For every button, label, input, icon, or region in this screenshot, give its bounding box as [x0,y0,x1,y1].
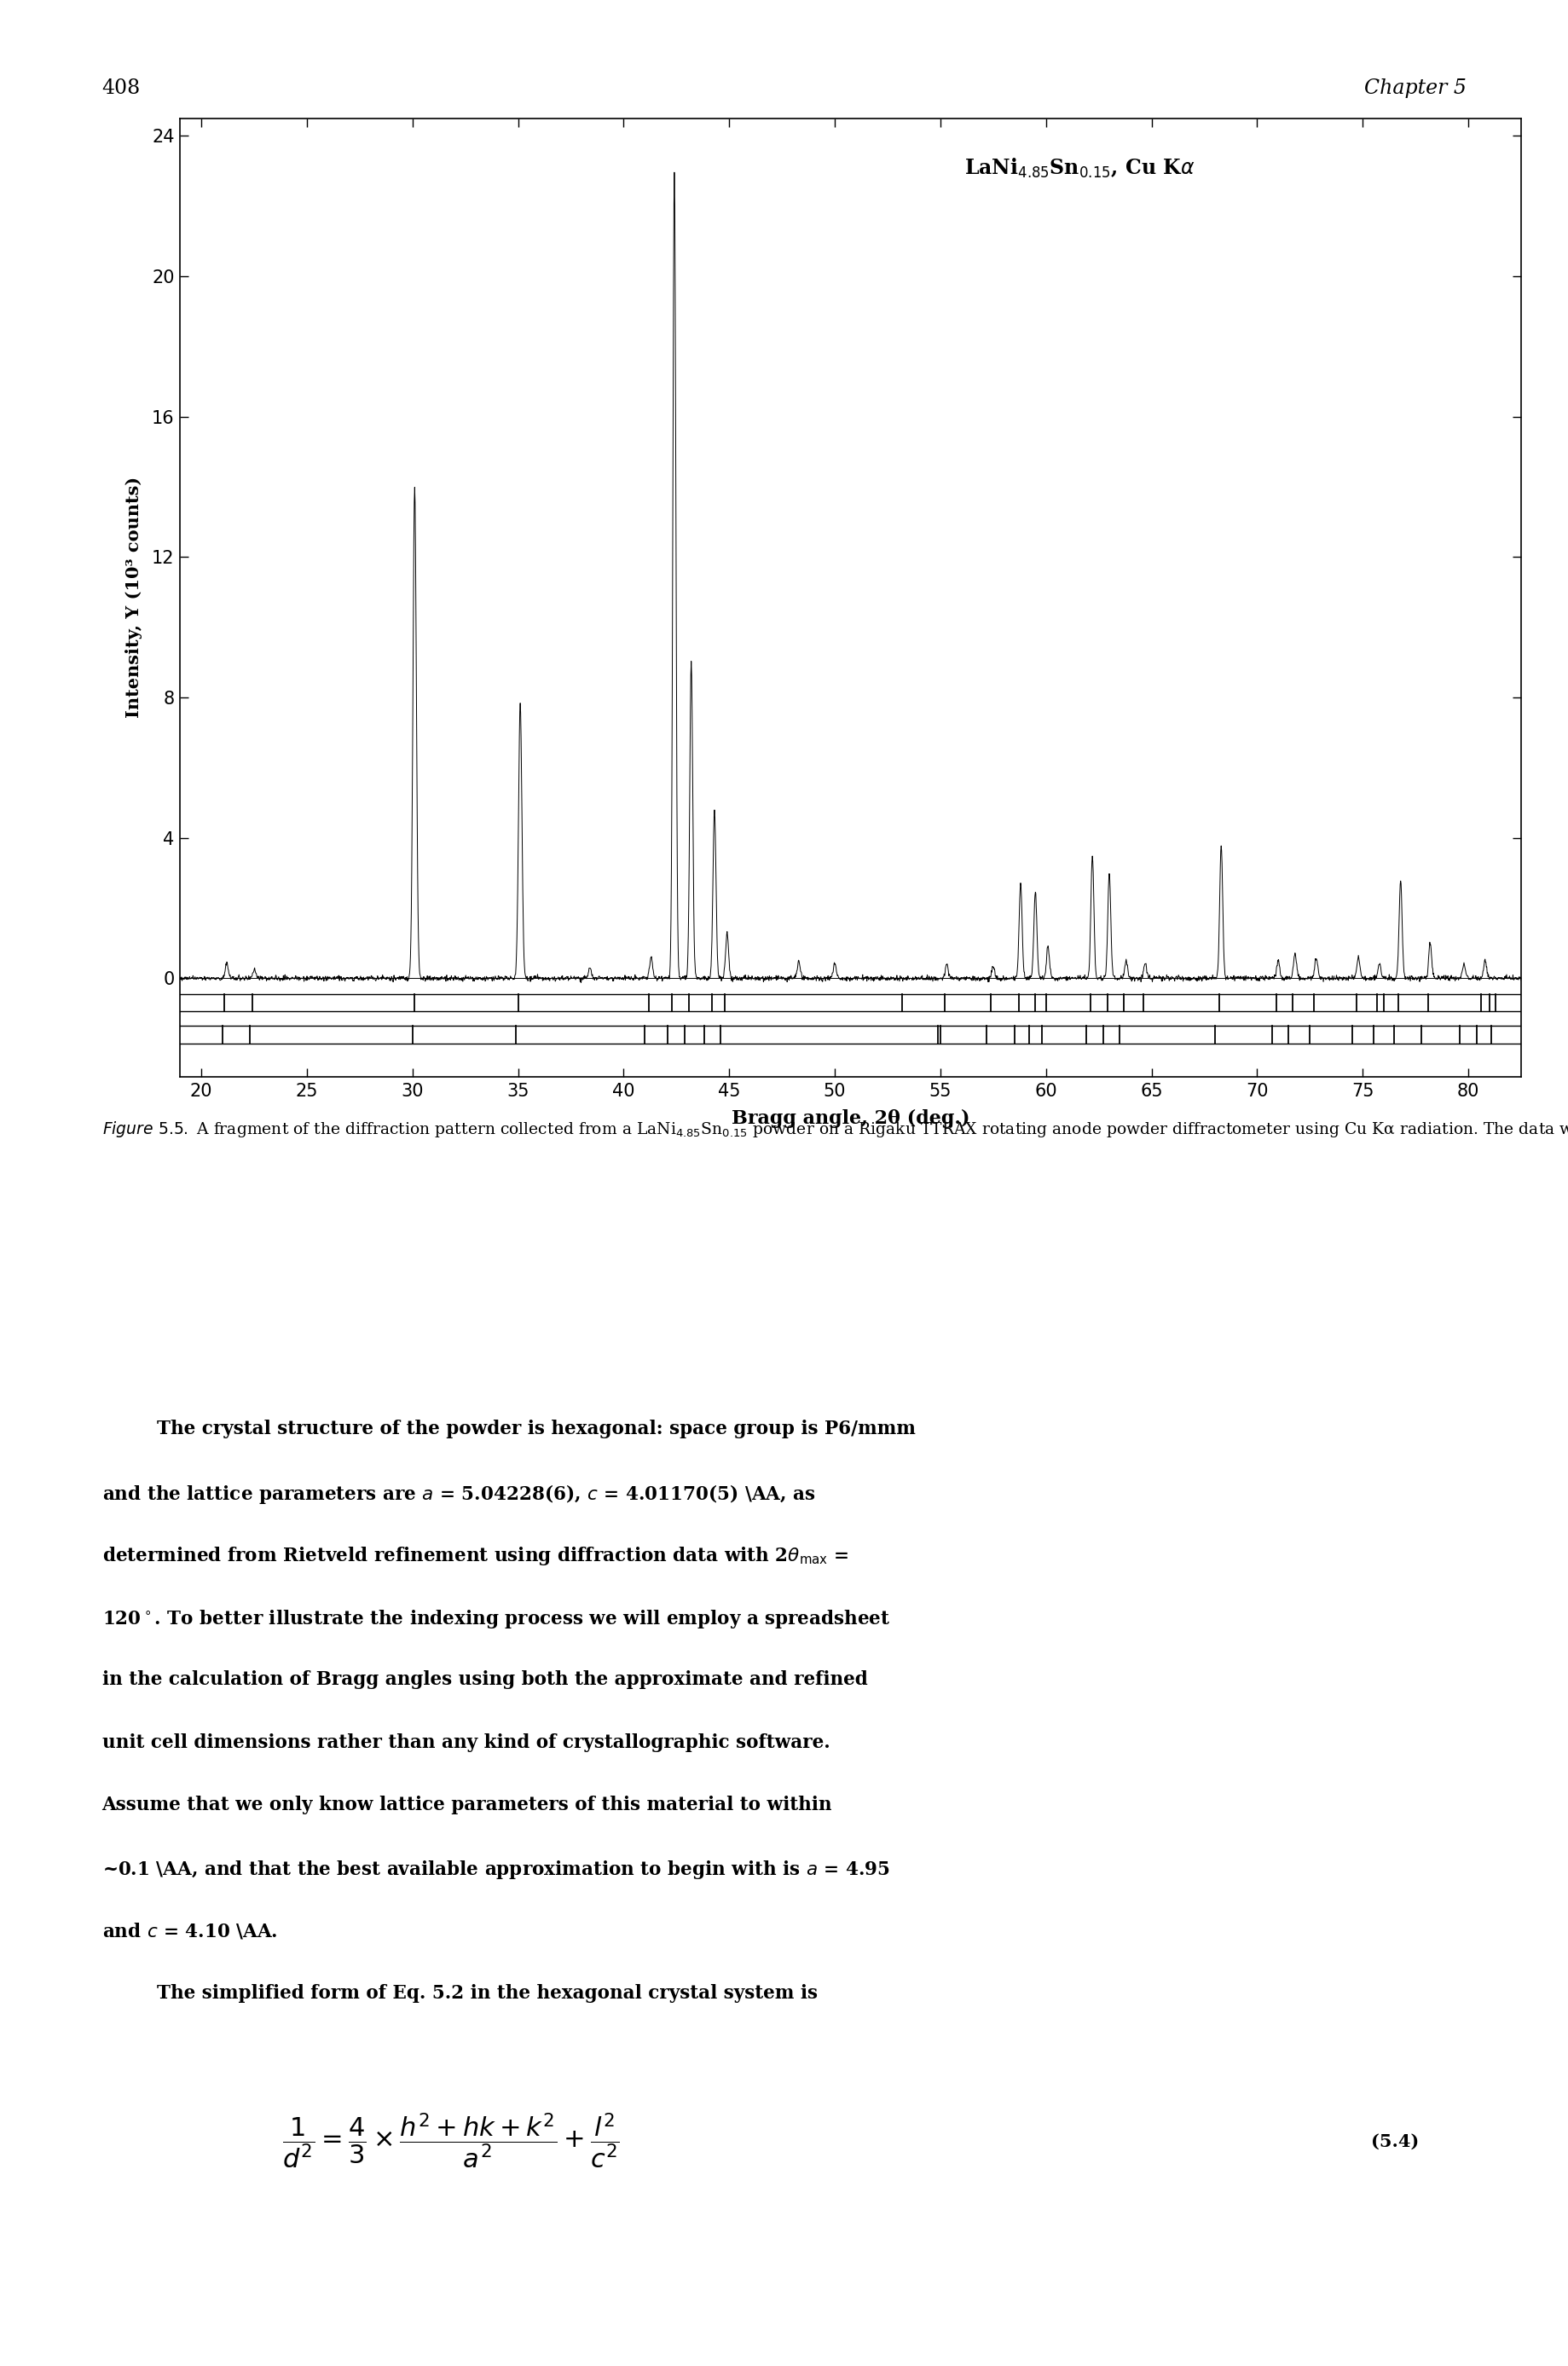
Text: unit cell dimensions rather than any kind of crystallographic software.: unit cell dimensions rather than any kin… [102,1732,829,1751]
Y-axis label: Intensity, Y (10³ counts): Intensity, Y (10³ counts) [125,476,143,719]
Text: $\dfrac{1}{d^2} = \dfrac{4}{3} \times \dfrac{h^2 + hk + k^2}{a^2} + \dfrac{l^2}{: $\dfrac{1}{d^2} = \dfrac{4}{3} \times \d… [282,2113,619,2170]
Text: and the lattice parameters are $a$ = 5.04228(6), $c$ = 4.01170(5) \AA, as: and the lattice parameters are $a$ = 5.0… [102,1481,815,1505]
Text: Chapter 5: Chapter 5 [1364,78,1466,97]
Text: ~0.1 \AA, and that the best available approximation to begin with is $a$ = 4.95: ~0.1 \AA, and that the best available ap… [102,1860,889,1881]
Text: (5.4): (5.4) [1370,2132,1419,2151]
Text: LaNi$_{4.85}$Sn$_{0.15}$, Cu K$\alpha$: LaNi$_{4.85}$Sn$_{0.15}$, Cu K$\alpha$ [964,156,1195,180]
Text: The crystal structure of the powder is hexagonal: space group is P6/mmm: The crystal structure of the powder is h… [157,1420,916,1439]
Text: 120$^\circ$. To better illustrate the indexing process we will employ a spreadsh: 120$^\circ$. To better illustrate the in… [102,1609,891,1630]
Text: $\it{Figure\ 5.5.}$ A fragment of the diffraction pattern collected from a LaNi$: $\it{Figure\ 5.5.}$ A fragment of the di… [102,1119,1568,1138]
Text: 408: 408 [102,78,141,97]
Text: and $c$ = 4.10 \AA.: and $c$ = 4.10 \AA. [102,1921,278,1940]
Text: determined from Rietveld refinement using diffraction data with 2$\theta_{\rm ma: determined from Rietveld refinement usin… [102,1545,848,1566]
Text: in the calculation of Bragg angles using both the approximate and refined: in the calculation of Bragg angles using… [102,1670,867,1689]
X-axis label: Bragg angle, 2θ (deg.): Bragg angle, 2θ (deg.) [732,1110,969,1129]
Text: The simplified form of Eq. 5.2 in the hexagonal crystal system is: The simplified form of Eq. 5.2 in the he… [157,1983,817,2002]
Text: Assume that we only know lattice parameters of this material to within: Assume that we only know lattice paramet… [102,1796,833,1815]
